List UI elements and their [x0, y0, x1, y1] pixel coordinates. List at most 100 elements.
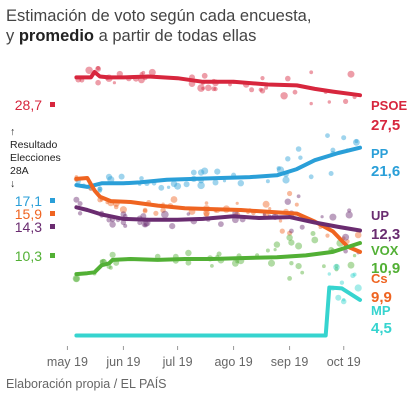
poll-dot	[328, 171, 334, 176]
series-name-up: UP	[371, 208, 389, 223]
title-line-1: Estimación de voto según cada encuesta,	[6, 7, 312, 25]
result-label-psoe: 28,7	[15, 97, 42, 113]
poll-dot	[197, 181, 205, 190]
poll-dot	[327, 272, 331, 276]
poll-dot	[119, 206, 127, 214]
poll-dot	[262, 200, 270, 208]
series-final-value-pp: 21,6	[371, 163, 400, 180]
poll-dot	[232, 259, 239, 267]
x-tick-label: ago 19	[214, 355, 252, 369]
series-final-value-mp: 4,5	[371, 320, 392, 337]
poll-dot	[347, 261, 355, 269]
poll-dot	[108, 265, 113, 270]
poll-dot	[170, 196, 178, 203]
poll-dot	[273, 241, 281, 248]
x-tick-label: jun 19	[105, 355, 140, 369]
poll-dot	[268, 259, 275, 267]
result-label-vox: 10,3	[15, 248, 42, 264]
poll-dot	[183, 181, 190, 188]
poll-dot	[286, 234, 293, 241]
poll-dot	[282, 176, 290, 184]
poll-dot	[262, 213, 266, 217]
result-marker-psoe	[50, 102, 55, 107]
poll-dot	[222, 179, 227, 183]
poll-dot	[354, 231, 362, 239]
result-label-cs: 15,9	[15, 206, 42, 222]
poll-dot	[249, 87, 255, 93]
poll-dot	[237, 180, 244, 187]
poll-dot	[169, 223, 176, 230]
series-name-mp: MP	[371, 303, 391, 318]
poll-dot	[259, 88, 266, 94]
note-line-3: 28A	[10, 165, 29, 177]
poll-dot	[295, 242, 303, 250]
series-line-vox	[74, 241, 362, 277]
poll-dot	[273, 248, 277, 252]
poll-dot	[334, 264, 339, 269]
poll-dot	[123, 223, 128, 228]
down-arrow-icon: ↓	[10, 178, 16, 190]
poll-dot	[260, 76, 265, 81]
poll-dot	[98, 186, 102, 191]
poll-dot	[298, 155, 303, 160]
poll-dot	[143, 223, 148, 227]
poll-dot	[85, 66, 93, 75]
poll-dot	[109, 221, 116, 228]
poll-dot	[204, 201, 209, 205]
poll-dot	[258, 87, 263, 92]
poll-dot	[329, 213, 337, 221]
poll-dot	[352, 253, 357, 258]
poll-dot	[101, 258, 106, 264]
poll-dot	[153, 210, 159, 216]
poll-dot	[354, 284, 362, 292]
series-name-vox: VOX	[371, 243, 399, 258]
poll-dot	[285, 75, 291, 82]
poll-dot	[97, 186, 103, 192]
poll-dot	[214, 168, 221, 175]
poll-dot	[142, 207, 148, 213]
result-marker-cs	[50, 211, 55, 216]
poll-dot	[203, 209, 210, 217]
result-label-pp: 17,1	[15, 193, 42, 209]
series-final-value-cs: 9,9	[371, 289, 392, 306]
poll-dot	[185, 249, 192, 257]
poll-dot	[109, 251, 116, 258]
poll-dot	[148, 68, 156, 76]
poll-dot	[295, 263, 302, 270]
poll-dot	[325, 233, 330, 238]
election-result-note: ↑ Resultado Elecciones 28A ↓	[10, 126, 61, 191]
poll-dot	[299, 224, 305, 230]
poll-dot	[342, 298, 346, 302]
note-line-2: Elecciones	[10, 152, 61, 164]
series-line-up	[74, 205, 362, 233]
poll-dot	[197, 84, 205, 92]
x-tick-label: jul 19	[162, 355, 193, 369]
poll-dot	[309, 101, 313, 106]
chart-title: Estimación de voto según cada encuesta, …	[6, 6, 406, 46]
poll-dot	[330, 147, 336, 153]
poll-dot	[211, 86, 217, 92]
poll-dot	[284, 198, 291, 205]
poll-dot	[216, 251, 222, 257]
poll-dot	[95, 66, 101, 72]
poll-dot	[218, 221, 224, 228]
series-final-value-vox: 10,9	[371, 260, 400, 277]
result-marker-vox	[50, 253, 55, 258]
poll-dot	[276, 166, 281, 171]
poll-dot	[327, 100, 331, 104]
poll-dot	[310, 231, 316, 236]
poll-dot	[287, 190, 293, 197]
poll-dot	[96, 66, 101, 71]
series-name-pp: PP	[371, 146, 389, 161]
x-tick-label: may 19	[47, 355, 88, 369]
title-line-2: y promedio a partir de todas ellas	[6, 27, 257, 45]
series-line-cs	[74, 176, 362, 254]
poll-dot	[265, 248, 270, 253]
poll-dot	[339, 280, 345, 285]
series-final-value-up: 12,3	[371, 226, 400, 243]
poll-dot	[289, 261, 294, 266]
poll-dot	[334, 267, 339, 272]
poll-dot	[185, 259, 192, 266]
poll-dot	[279, 228, 285, 234]
